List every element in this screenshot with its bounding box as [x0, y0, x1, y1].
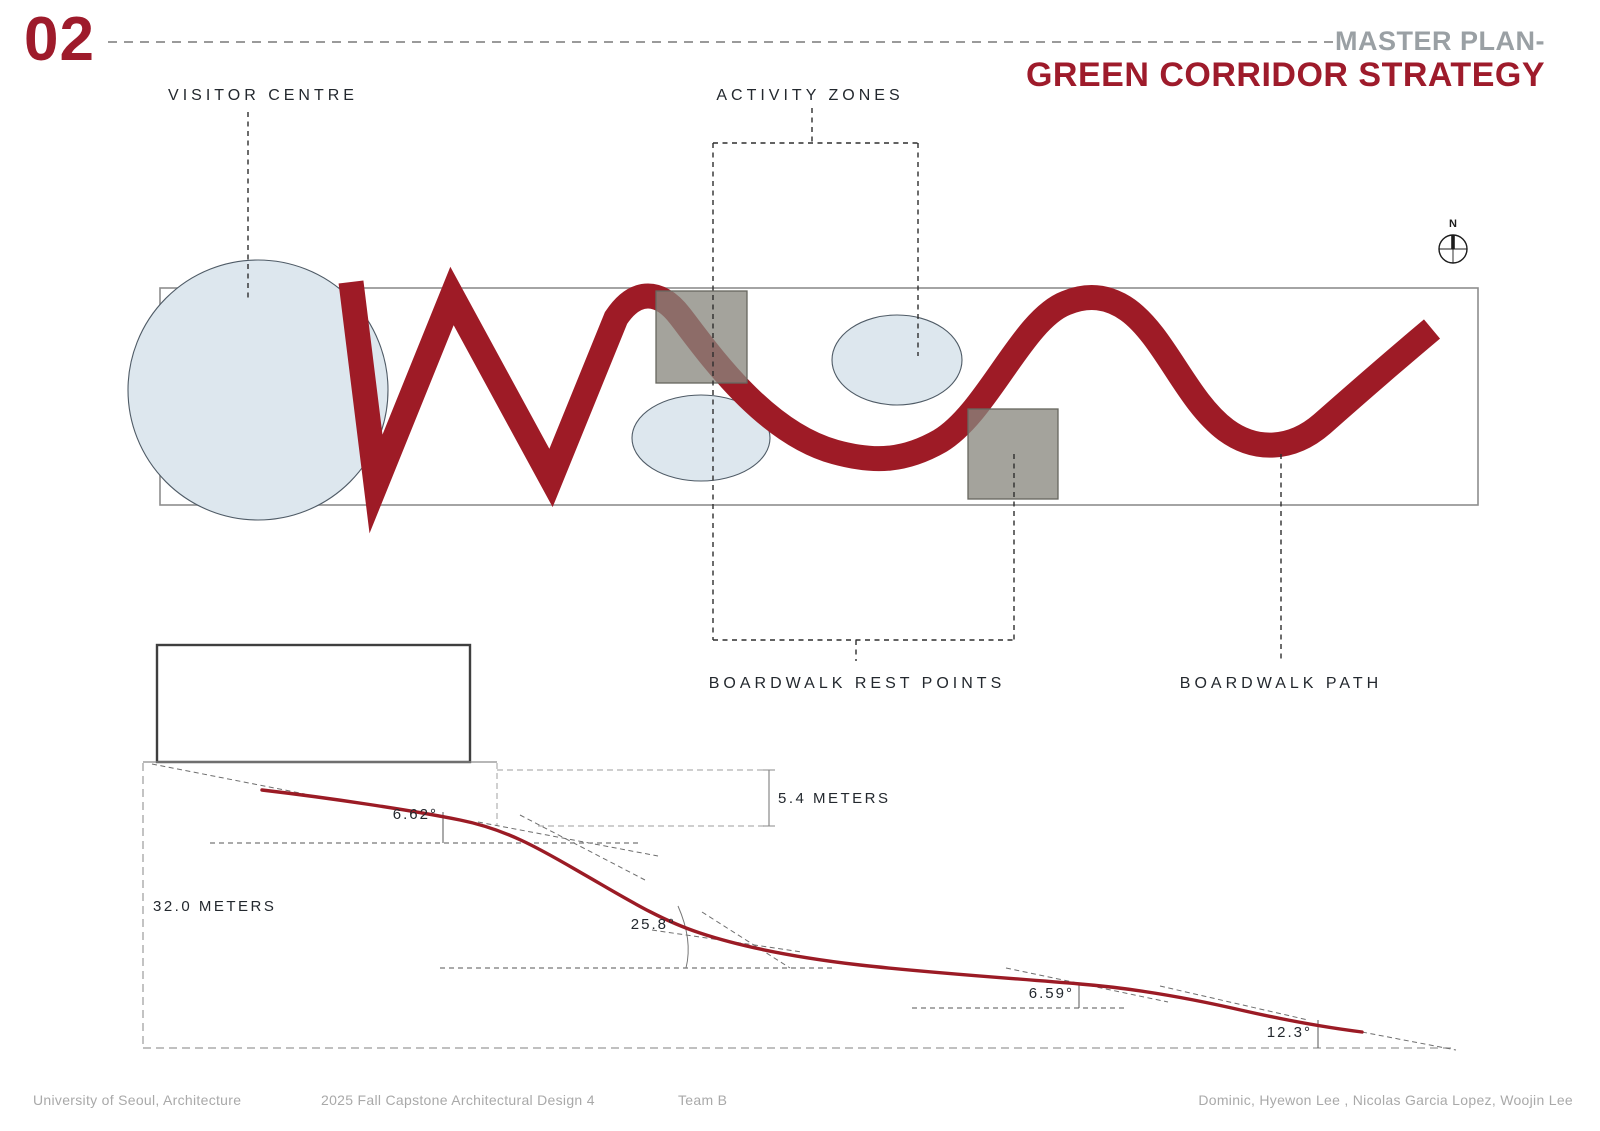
- slide-number: 02: [24, 5, 95, 74]
- activity-zone-ellipse-2: [831, 314, 963, 406]
- section-view: [142, 643, 1457, 1051]
- footer-institution: University of Seoul, Architecture: [33, 1092, 242, 1108]
- plan-view: [127, 108, 1479, 661]
- section-boundary: [142, 763, 1455, 1049]
- visitor-centre-circle: [127, 259, 389, 521]
- tangent-top: [151, 763, 306, 795]
- label-boardwalk-rest-points: BOARDWALK REST POINTS: [708, 675, 1006, 692]
- plan-annotation-leaders: [247, 108, 1282, 661]
- tangent-slope2-back: [519, 814, 646, 881]
- slope-annotations: [210, 812, 1319, 1048]
- tangent-slope2-fwd: [701, 911, 791, 969]
- rest-point-square-1: [655, 290, 748, 384]
- tangent-slope1: [477, 821, 659, 857]
- header-kicker: MASTER PLAN-: [1335, 26, 1545, 56]
- footer-course: 2025 Fall Capstone Architectural Design …: [321, 1092, 595, 1108]
- activity-zone-ellipse-1: [631, 394, 771, 482]
- label-slope3-angle: 6.59°: [1028, 985, 1074, 1002]
- label-total-height: 32.0 METERS: [153, 898, 277, 915]
- label-drop-height: 5.4 METERS: [778, 790, 891, 807]
- tangent-slope4-back: [1159, 985, 1309, 1021]
- section-building-outline: [155, 643, 472, 764]
- rest-point-square-2: [967, 408, 1059, 500]
- footer-team: Team B: [678, 1092, 728, 1108]
- north-compass-icon: [1438, 234, 1468, 264]
- label-activity-zones: ACTIVITY ZONES: [716, 87, 904, 104]
- drop-measurement: [496, 763, 775, 827]
- tangent-slope3: [1005, 967, 1169, 1003]
- label-boardwalk-path: BOARDWALK PATH: [1179, 675, 1383, 692]
- compass-north-label: N: [1449, 218, 1457, 230]
- footer-members: Dominic, Hyewon Lee , Nicolas Garcia Lop…: [1198, 1092, 1573, 1108]
- tangent-lines: [151, 763, 1457, 1051]
- label-visitor-centre: VISITOR CENTRE: [168, 87, 358, 104]
- page-title: GREEN CORRIDOR STRATEGY: [1025, 56, 1545, 94]
- label-slope1-angle: 6.62°: [392, 806, 438, 823]
- label-slope2-angle: 25.8°: [630, 916, 676, 933]
- terrain-profile-curve: [260, 788, 1364, 1034]
- label-slope4-angle: 12.3°: [1266, 1024, 1312, 1041]
- tangent-slope4-end: [1361, 1031, 1457, 1051]
